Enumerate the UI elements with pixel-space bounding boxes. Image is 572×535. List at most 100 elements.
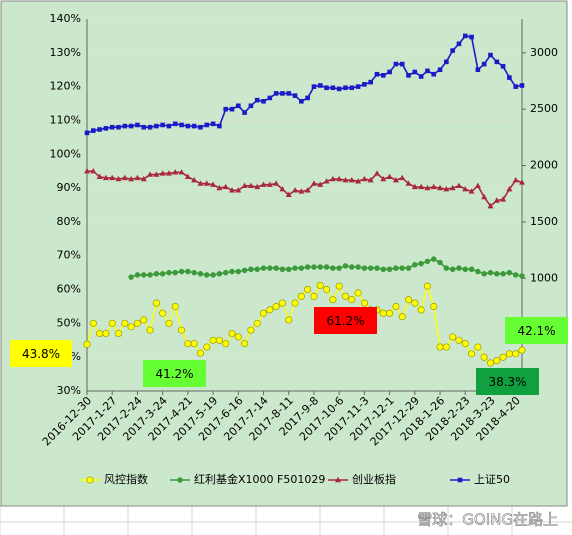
marker: [442, 343, 450, 351]
marker: [468, 350, 476, 358]
marker: [449, 266, 456, 273]
marker: [500, 271, 506, 277]
legend-marker: [457, 477, 463, 483]
marker: [310, 292, 318, 300]
marker: [449, 184, 456, 191]
marker: [380, 266, 387, 273]
marker: [209, 336, 217, 344]
marker: [114, 329, 123, 338]
marker: [462, 266, 469, 273]
marker: [468, 266, 475, 273]
marker: [172, 121, 178, 127]
marker: [171, 302, 179, 311]
marker: [506, 269, 513, 276]
marker: [519, 273, 525, 279]
marker: [172, 269, 179, 276]
marker: [374, 71, 380, 77]
marker: [116, 124, 121, 130]
marker: [456, 41, 462, 47]
marker: [341, 292, 350, 300]
marker: [367, 265, 374, 271]
annotation-box: [10, 340, 72, 367]
marker: [102, 329, 110, 338]
marker: [505, 350, 513, 358]
marker: [474, 182, 481, 189]
marker: [134, 272, 141, 278]
marker: [425, 68, 430, 74]
marker: [159, 170, 166, 176]
marker: [184, 340, 192, 348]
marker: [367, 177, 374, 183]
watermark: 雪球：GOING在路上: [417, 511, 558, 529]
marker: [90, 167, 97, 174]
marker: [96, 329, 104, 338]
marker: [323, 264, 330, 270]
marker: [216, 184, 223, 191]
marker: [229, 106, 235, 112]
y-tick-label: 130%: [50, 46, 81, 59]
marker: [437, 67, 443, 73]
marker: [191, 177, 198, 183]
marker: [305, 95, 310, 101]
marker: [146, 326, 154, 334]
marker: [398, 313, 406, 321]
marker: [518, 346, 526, 354]
marker: [266, 181, 273, 187]
marker: [455, 182, 462, 189]
marker: [329, 296, 337, 304]
marker: [147, 272, 153, 278]
marker: [254, 97, 260, 103]
marker: [493, 197, 500, 203]
marker: [292, 265, 298, 271]
marker: [355, 84, 361, 89]
marker: [248, 266, 254, 273]
marker: [160, 122, 165, 128]
marker: [165, 319, 173, 327]
marker: [354, 289, 362, 297]
marker: [499, 353, 507, 361]
marker: [461, 340, 469, 348]
marker: [260, 265, 267, 271]
marker: [108, 319, 116, 327]
marker: [348, 177, 355, 183]
marker: [310, 180, 317, 186]
marker: [393, 265, 399, 271]
marker: [323, 285, 331, 294]
y2-tick-label: 1000: [530, 271, 558, 284]
marker: [405, 180, 412, 186]
marker: [286, 91, 292, 96]
marker: [399, 265, 405, 271]
marker: [406, 73, 411, 78]
marker: [267, 95, 273, 101]
series-line: [87, 170, 523, 208]
marker: [475, 67, 481, 73]
marker: [437, 184, 444, 191]
marker: [412, 261, 418, 268]
marker: [103, 126, 109, 131]
marker: [379, 309, 387, 317]
series-line: [86, 283, 523, 364]
marker: [386, 173, 393, 180]
marker: [481, 193, 488, 200]
marker: [254, 266, 260, 273]
marker: [115, 175, 122, 182]
marker: [436, 343, 444, 351]
legend-label: 上证50: [474, 473, 510, 486]
marker: [280, 91, 285, 96]
marker: [222, 340, 230, 348]
marker: [165, 170, 172, 176]
marker: [298, 188, 305, 194]
marker: [430, 302, 438, 311]
marker: [411, 299, 419, 307]
marker: [481, 61, 487, 67]
marker: [203, 343, 211, 351]
y-tick-label: 30%: [57, 384, 81, 397]
marker: [128, 274, 134, 280]
marker: [166, 123, 172, 129]
marker: [248, 103, 254, 109]
marker: [423, 282, 431, 290]
marker: [329, 175, 336, 182]
marker: [343, 85, 348, 91]
y-tick-label: 50%: [57, 316, 81, 329]
marker: [121, 174, 128, 181]
